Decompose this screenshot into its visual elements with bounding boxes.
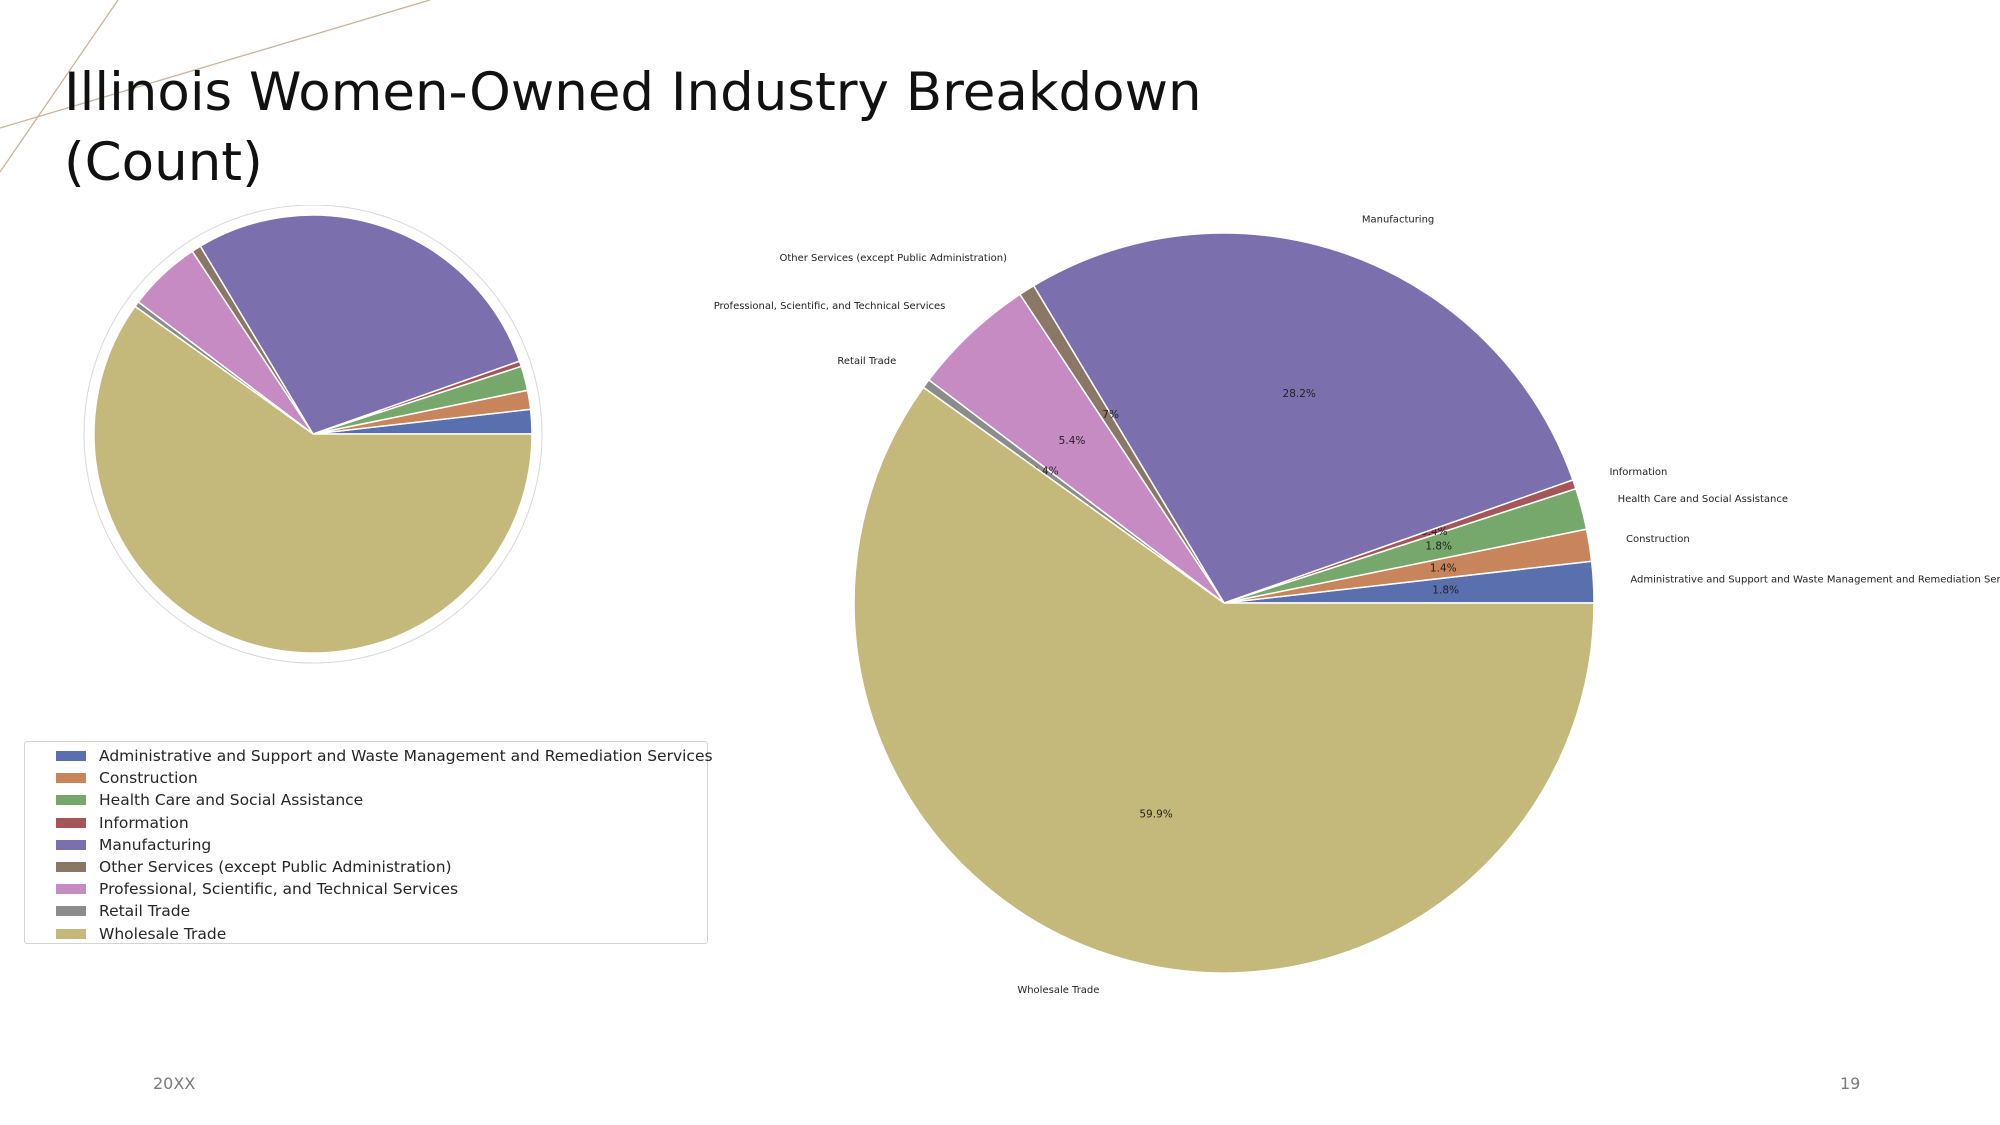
pie-slice-wholesale-trade [93, 305, 533, 654]
pie-slice-manufacturing [1032, 232, 1574, 604]
pie-category-label: Wholesale Trade [1017, 985, 1099, 996]
pie-percent-label: 1.8% [1432, 584, 1459, 596]
legend-label: Information [99, 813, 189, 832]
accent-line [0, 0, 431, 129]
legend-label: Other Services (except Public Administra… [99, 858, 452, 877]
pie-percent-label: 59.9% [1139, 808, 1172, 820]
legend-item: Wholesale Trade [31, 923, 707, 945]
pie-category-label: Construction [1626, 534, 1690, 545]
legend-item: Administrative and Support and Waste Man… [31, 745, 713, 767]
pie-percent-label: 5.4% [1059, 435, 1086, 447]
legend-item: Other Services (except Public Administra… [31, 856, 707, 878]
legend-item: Information [31, 812, 707, 834]
pie-category-label: Information [1609, 467, 1667, 478]
accent-line [0, 0, 119, 173]
decorative-accent-lines [0, 0, 431, 173]
legend-swatch [56, 906, 86, 917]
legend-item: Professional, Scientific, and Technical … [31, 878, 707, 900]
pie-category-label: Professional, Scientific, and Technical … [714, 301, 946, 312]
pie-percent-label: 28.2% [1283, 388, 1316, 400]
pie-percent-label: 1.8% [1425, 540, 1452, 552]
legend-label: Manufacturing [99, 835, 212, 854]
pie-slice-manufacturing [199, 214, 521, 435]
pie-chart-small [83, 205, 543, 664]
pie-outline [83, 205, 543, 664]
pie-category-label: Retail Trade [837, 356, 896, 367]
legend-item: Construction [31, 767, 707, 789]
legend-label: Professional, Scientific, and Technical … [99, 880, 459, 899]
legend-label: Construction [99, 769, 198, 788]
page-number: 19 [1840, 1074, 1861, 1093]
legend-item: Health Care and Social Assistance [31, 789, 707, 811]
legend-label: Retail Trade [99, 902, 191, 921]
legend-swatch [56, 839, 86, 850]
legend-swatch [56, 795, 86, 806]
legend-swatch [56, 862, 86, 873]
legend-swatch [56, 884, 86, 895]
pie-category-label: Health Care and Social Assistance [1618, 494, 1788, 505]
legend-swatch [56, 751, 86, 762]
legend-swatch [56, 817, 86, 828]
pie-category-label: Manufacturing [1362, 215, 1434, 226]
legend-item: Retail Trade [31, 900, 707, 922]
pie-percent-label: 1.4% [1430, 562, 1457, 574]
legend-label: Health Care and Social Assistance [99, 791, 364, 810]
footer-date: 20XX [153, 1074, 196, 1093]
pie-slice-wholesale-trade [853, 386, 1595, 974]
slide-title: Illinois Women-Owned Industry Breakdown … [64, 62, 1202, 193]
pie-category-label: Administrative and Support and Waste Man… [1630, 574, 2000, 585]
legend-item: Manufacturing [31, 834, 707, 856]
legend-swatch [56, 773, 86, 784]
legend-swatch [56, 928, 86, 939]
legend-label: Wholesale Trade [99, 924, 227, 943]
chart-legend: Administrative and Support and Waste Man… [24, 741, 713, 945]
legend-label: Administrative and Support and Waste Man… [99, 747, 713, 766]
pie-category-label: Other Services (except Public Administra… [779, 253, 1007, 264]
